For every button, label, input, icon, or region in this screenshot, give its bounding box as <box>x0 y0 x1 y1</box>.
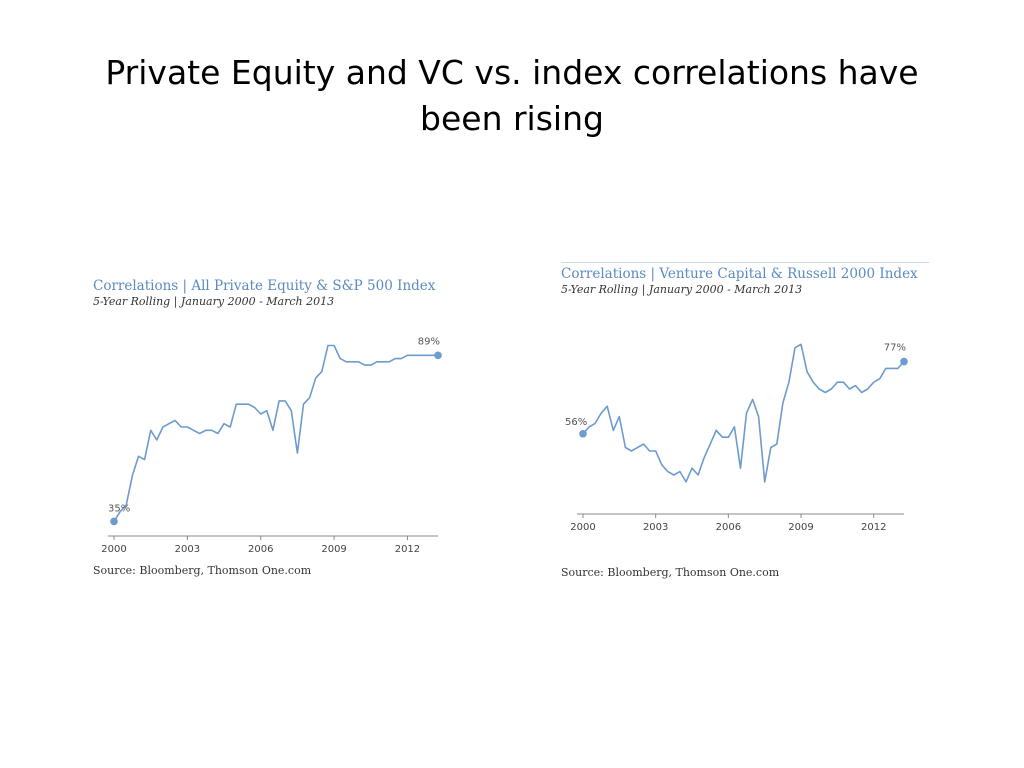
chart-subtitle: 5-Year Rolling | January 2000 - March 20… <box>93 295 335 308</box>
x-tick-label: 2006 <box>248 544 273 555</box>
end-point <box>900 357 908 366</box>
chart-source: Source: Bloomberg, Thomson One.com <box>93 564 312 577</box>
end-point <box>434 351 442 360</box>
start-value-label: 56% <box>565 417 587 428</box>
series-line <box>582 343 905 483</box>
chart-subtitle: 5-Year Rolling | January 2000 - March 20… <box>561 283 803 296</box>
end-value-label: 89% <box>418 336 440 347</box>
chart-title: Correlations | Venture Capital & Russell… <box>561 266 918 282</box>
x-tick-label: 2000 <box>101 544 126 555</box>
end-value-label: 77% <box>884 343 906 354</box>
x-tick-label: 2012 <box>861 522 886 533</box>
slide-title: Private Equity and VC vs. index correlat… <box>105 53 919 138</box>
x-tick-label: 2006 <box>716 522 741 533</box>
x-tick-label: 2000 <box>570 522 595 533</box>
x-tick-label: 2009 <box>788 522 813 533</box>
vc-russell2000-chart: Correlations | Venture Capital & Russell… <box>556 262 929 592</box>
start-point <box>110 517 118 526</box>
chart-top-rule <box>561 262 929 263</box>
chart-plot: 2000 2003 2006 2009 2012 56% 77% <box>565 343 908 533</box>
x-tick-label: 2003 <box>175 544 200 555</box>
chart-title: Correlations | All Private Equity & S&P … <box>93 278 436 294</box>
start-value-label: 35% <box>108 503 130 514</box>
pe-sp500-chart: Correlations | All Private Equity & S&P … <box>88 278 448 588</box>
chart-source: Source: Bloomberg, Thomson One.com <box>561 566 780 579</box>
chart-plot: 2000 2003 2006 2009 2012 35% 89% <box>101 336 442 555</box>
start-point <box>579 429 587 438</box>
x-tick-label: 2003 <box>643 522 668 533</box>
x-tick-label: 2012 <box>395 544 420 555</box>
series-line <box>113 344 438 522</box>
x-tick-label: 2009 <box>321 544 346 555</box>
